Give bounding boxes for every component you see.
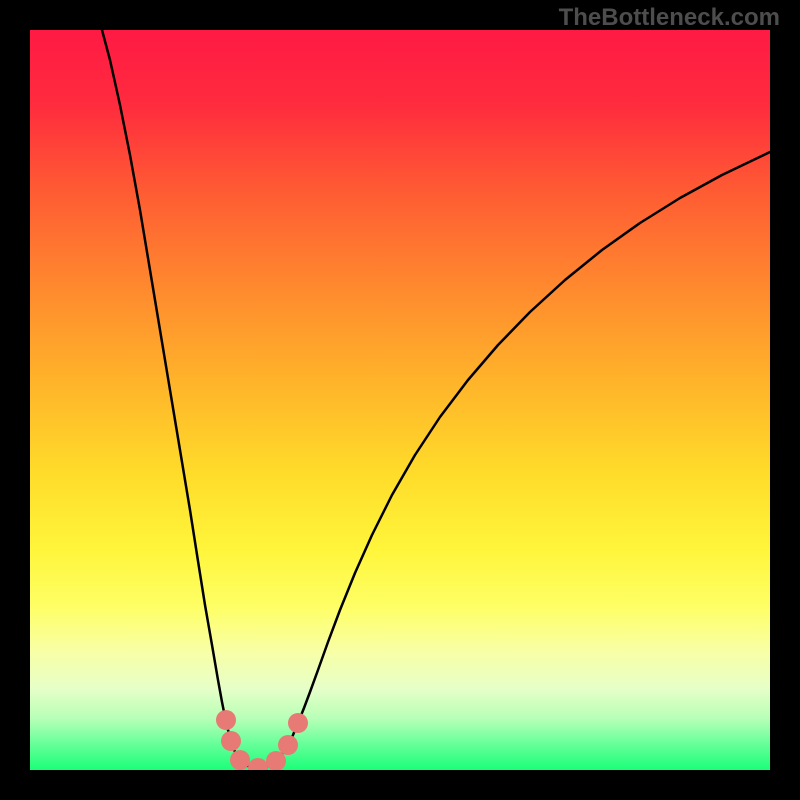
curve-marker: [221, 731, 241, 751]
curve-marker: [216, 710, 236, 730]
watermark-text: TheBottleneck.com: [559, 4, 780, 32]
curve-marker: [288, 713, 308, 733]
chart-container: TheBottleneck.com: [0, 0, 800, 800]
marker-group: [216, 710, 308, 770]
bottleneck-curve: [102, 30, 770, 768]
curve-marker: [278, 735, 298, 755]
curve-marker: [248, 758, 268, 770]
curve-layer: [30, 30, 770, 770]
plot-area: [30, 30, 770, 770]
curve-marker: [230, 750, 250, 770]
